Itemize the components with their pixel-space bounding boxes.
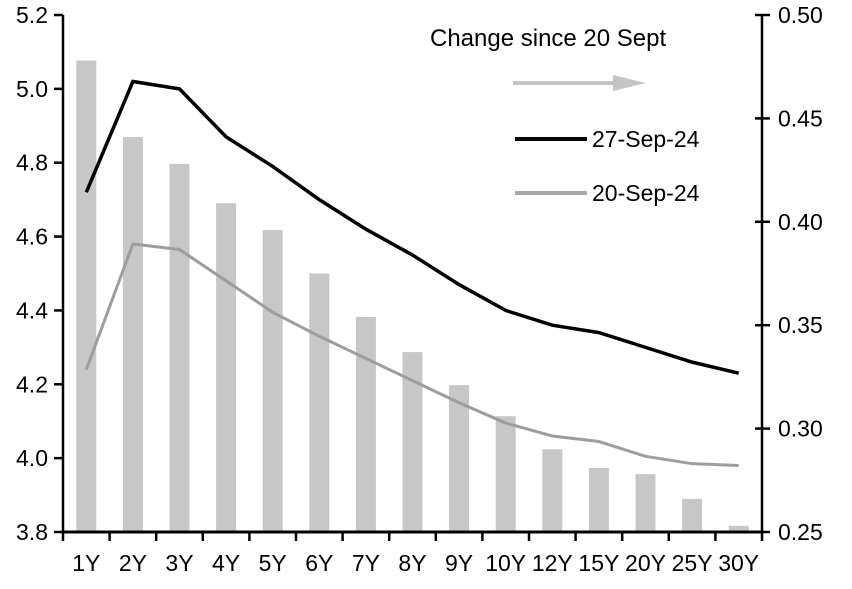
bar-2Y xyxy=(122,137,143,532)
x-category-label: 2Y xyxy=(119,550,147,576)
x-category-label: 8Y xyxy=(398,550,426,576)
right-tick-label: 0.45 xyxy=(778,105,823,131)
line-27-sep-24 xyxy=(84,79,740,375)
x-category-label: 4Y xyxy=(212,550,240,576)
bar-25Y xyxy=(682,498,703,532)
bar-12Y xyxy=(542,449,563,532)
bar-9Y xyxy=(449,385,470,532)
x-category-label: 5Y xyxy=(259,550,287,576)
x-category-label: 12Y xyxy=(532,550,573,576)
left-tick-label: 4.4 xyxy=(16,297,48,323)
right-tick-label: 0.30 xyxy=(778,416,823,442)
x-category-label: 25Y xyxy=(672,550,713,576)
bar-7Y xyxy=(355,316,376,532)
left-tick-label: 4.0 xyxy=(16,445,48,471)
bar-20Y xyxy=(635,474,656,532)
left-tick-label: 4.6 xyxy=(16,224,48,250)
x-category-label: 9Y xyxy=(445,550,473,576)
x-category-label: 15Y xyxy=(578,550,619,576)
x-category-label: 20Y xyxy=(625,550,666,576)
x-category-label: 30Y xyxy=(718,550,759,576)
left-tick-label: 5.0 xyxy=(16,76,48,102)
right-tick-label: 0.50 xyxy=(778,2,823,28)
x-category-label: 10Y xyxy=(485,550,526,576)
bar-3Y xyxy=(169,163,190,532)
bar-15Y xyxy=(588,467,609,532)
x-category-label: 7Y xyxy=(352,550,380,576)
left-tick-label: 4.8 xyxy=(16,150,48,176)
bar-5Y xyxy=(262,230,283,532)
line-20-sep-24 xyxy=(84,242,739,468)
right-tick-label: 0.25 xyxy=(778,519,823,545)
right-tick-label: 0.40 xyxy=(778,209,823,235)
left-tick-label: 5.2 xyxy=(16,2,48,28)
bar-6Y xyxy=(309,273,330,532)
x-category-label: 3Y xyxy=(165,550,193,576)
left-tick-label: 3.8 xyxy=(16,519,48,545)
x-category-label: 1Y xyxy=(72,550,100,576)
bar-10Y xyxy=(495,416,516,532)
x-category-label: 6Y xyxy=(305,550,333,576)
bar-30Y xyxy=(728,525,749,532)
right-tick-label: 0.35 xyxy=(778,312,823,338)
left-tick-label: 4.2 xyxy=(16,371,48,397)
bar-1Y xyxy=(76,60,97,532)
bar-8Y xyxy=(402,352,423,532)
bar-4Y xyxy=(216,203,237,533)
